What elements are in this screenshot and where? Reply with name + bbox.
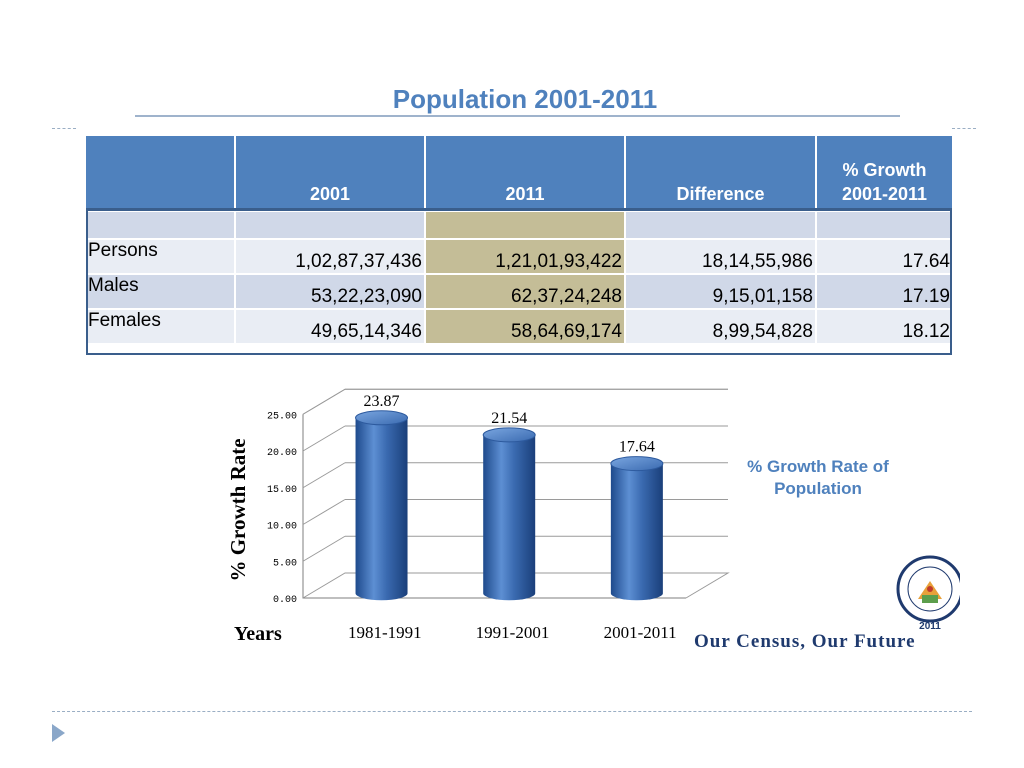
table-header-row: 2001 2011 Difference % Growth 2001-2011 bbox=[86, 136, 952, 211]
header-cell: 2011 bbox=[424, 136, 625, 211]
gridline-diagonal bbox=[302, 499, 346, 525]
table-cell bbox=[624, 210, 816, 239]
y-axis-title: % Growth Rate bbox=[226, 438, 250, 581]
table-cell bbox=[86, 210, 235, 239]
census-tagline: Our Census, Our Future bbox=[694, 631, 916, 652]
bar-top bbox=[610, 456, 664, 472]
header-cell: % Growth 2001-2011 bbox=[815, 136, 952, 211]
table-cell: 9,15,01,158 bbox=[624, 273, 816, 309]
table-cell: 62,37,24,248 bbox=[424, 273, 625, 309]
y-tick-label: 0.00 bbox=[273, 595, 297, 606]
chart-bars: 23.87 21.54 17.64 bbox=[355, 393, 664, 601]
y-tick-label: 20.00 bbox=[267, 448, 297, 459]
table-cell: 1,02,87,37,436 bbox=[234, 238, 425, 274]
bottom-dashed-line bbox=[52, 711, 972, 712]
bar-top bbox=[482, 427, 536, 443]
table-cell: 53,22,23,090 bbox=[234, 273, 425, 309]
table-cell: 58,64,69,174 bbox=[424, 308, 625, 343]
bar-body bbox=[483, 434, 536, 601]
x-tick-label: 2001-2011 bbox=[604, 623, 677, 642]
header-cell: 2001 bbox=[234, 136, 425, 211]
chart-gridlines bbox=[302, 388, 728, 562]
gridline-diagonal bbox=[302, 388, 346, 415]
table-cell: 18.12 bbox=[815, 308, 952, 343]
top-dashed-line-left bbox=[52, 128, 76, 129]
header-cell: Difference bbox=[624, 136, 816, 211]
bar-body bbox=[355, 417, 408, 601]
row-label: Males bbox=[86, 273, 235, 309]
table-cell: 1,21,01,93,422 bbox=[424, 238, 625, 274]
x-tick-label: 1981-1991 bbox=[348, 623, 422, 642]
table-cell: 17.64 bbox=[815, 238, 952, 274]
bar-top bbox=[355, 410, 409, 426]
table-cell: 49,65,14,346 bbox=[234, 308, 425, 343]
data-label: 17.64 bbox=[619, 439, 655, 456]
x-axis-title: Years bbox=[234, 623, 282, 645]
gridline-diagonal bbox=[302, 425, 346, 452]
bar: 17.64 bbox=[610, 439, 664, 601]
x-axis-labels: 1981-1991 1991-2001 2001-2011 bbox=[348, 623, 677, 642]
top-dashed-line-right bbox=[952, 128, 976, 129]
data-label: 23.87 bbox=[364, 393, 400, 410]
x-tick-label: 1991-2001 bbox=[476, 623, 550, 642]
header-cell bbox=[86, 136, 235, 211]
y-tick-label: 10.00 bbox=[267, 522, 297, 533]
page-title: Population 2001-2011 bbox=[392, 84, 658, 114]
data-label: 21.54 bbox=[491, 410, 527, 427]
bar-body bbox=[610, 463, 663, 601]
row-label: Persons bbox=[86, 238, 235, 274]
y-tick-label: 25.00 bbox=[267, 411, 297, 422]
table-cell bbox=[234, 210, 425, 239]
table-cell bbox=[815, 210, 952, 239]
bar: 23.87 bbox=[355, 393, 409, 601]
growth-header: % Growth 2001-2011 bbox=[841, 160, 928, 204]
logo-year: 2011 bbox=[919, 621, 941, 632]
table-cell: 18,14,55,986 bbox=[624, 238, 816, 274]
play-bullet-icon bbox=[52, 724, 65, 742]
table-cell: 8,99,54,828 bbox=[624, 308, 816, 343]
gridline-diagonal bbox=[302, 535, 346, 562]
y-tick-label: 5.00 bbox=[273, 558, 297, 569]
bar: 21.54 bbox=[482, 410, 536, 601]
y-axis-ticks: 0.00 5.00 10.00 15.00 20.00 25.00 bbox=[267, 411, 297, 606]
table-spacer-row bbox=[86, 210, 952, 239]
row-label: Females bbox=[86, 308, 235, 343]
chart-floor bbox=[302, 572, 730, 599]
table-row: Persons 1,02,87,37,436 1,21,01,93,422 18… bbox=[86, 238, 952, 274]
table-row: Males 53,22,23,090 62,37,24,248 9,15,01,… bbox=[86, 273, 952, 309]
census-logo: 2011 bbox=[896, 555, 960, 633]
population-table: 2001 2011 Difference % Growth 2001-2011 … bbox=[86, 136, 952, 343]
table-cell bbox=[424, 210, 625, 239]
table-row: Females 49,65,14,346 58,64,69,174 8,99,5… bbox=[86, 308, 952, 343]
chart-legend: % Growth Rate of Population bbox=[747, 457, 889, 498]
y-tick-label: 15.00 bbox=[267, 485, 297, 496]
table-cell: 17.19 bbox=[815, 273, 952, 309]
gridline-diagonal bbox=[302, 462, 346, 489]
title-underline bbox=[135, 115, 900, 117]
